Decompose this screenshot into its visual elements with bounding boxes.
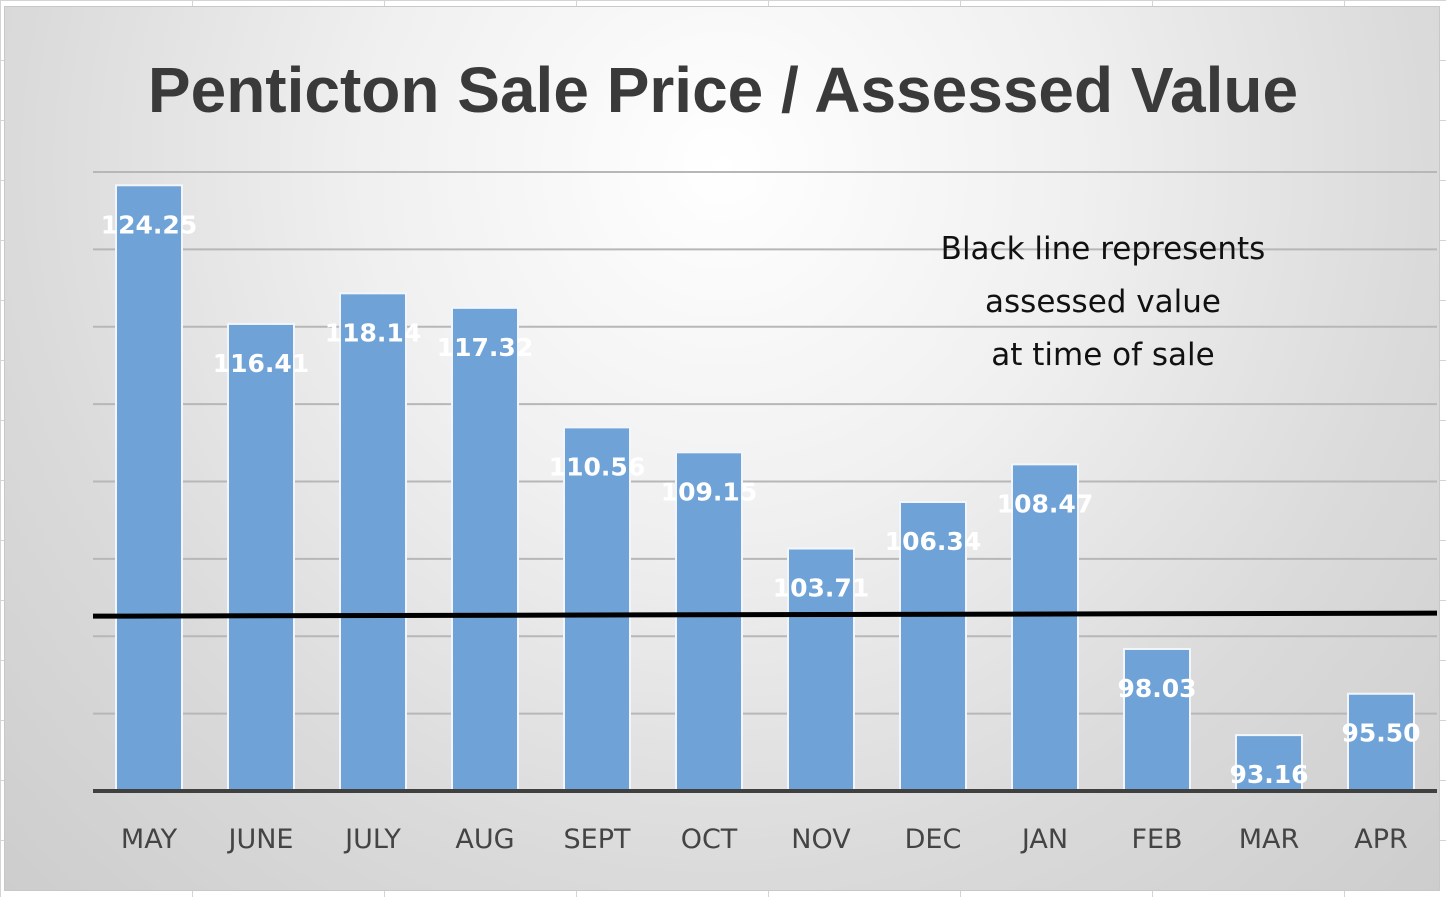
annotation-line: Black line represents xyxy=(941,231,1266,267)
bar-chart: 124.25 116.41 118.14 117.32 110.56 109.15 103.… xyxy=(92,54,1438,855)
annotation-line: assessed value xyxy=(985,284,1221,320)
bar-june[interactable] xyxy=(227,322,295,792)
data-label: 124.25 xyxy=(101,210,197,239)
bar-may[interactable] xyxy=(115,184,183,792)
bar-sept[interactable] xyxy=(563,426,631,792)
bar-oct[interactable] xyxy=(675,451,743,792)
bar-jan[interactable] xyxy=(1011,463,1079,792)
bar-apr[interactable] xyxy=(1347,692,1415,793)
bar-feb[interactable] xyxy=(1123,647,1191,792)
x-tick-label: JUNE xyxy=(227,824,294,855)
bar-dec[interactable] xyxy=(899,501,967,792)
data-label: 110.56 xyxy=(549,452,645,481)
chart-area[interactable]: 124.25 116.41 118.14 117.32 110.56 109.15 103.… xyxy=(4,6,1440,891)
data-labels: 124.25 116.41 118.14 117.32 110.56 109.15 103.… xyxy=(101,210,1421,789)
data-label: 117.32 xyxy=(437,333,533,362)
x-tick-label: AUG xyxy=(455,824,514,855)
data-label: 109.15 xyxy=(661,477,757,506)
data-label: 118.14 xyxy=(325,318,421,347)
x-tick-label: OCT xyxy=(681,824,738,855)
bar-july[interactable] xyxy=(339,292,407,792)
x-tick-label: DEC xyxy=(905,824,962,855)
gridlines xyxy=(93,171,1437,715)
data-label: 103.71 xyxy=(773,574,869,603)
annotation-line: at time of sale xyxy=(991,337,1214,373)
x-tick-label: NOV xyxy=(791,824,851,855)
x-tick-label: JAN xyxy=(1020,824,1068,855)
x-axis-ticks: MAY JUNE JULY AUG SEPT OCT NOV DEC JAN FEB MAR APR xyxy=(121,824,1408,855)
data-label: 108.47 xyxy=(997,489,1093,518)
bar-aug[interactable] xyxy=(451,306,519,792)
x-tick-label: MAY xyxy=(121,824,178,855)
x-tick-label: JULY xyxy=(343,824,401,855)
data-label: 95.50 xyxy=(1341,719,1420,748)
data-label: 98.03 xyxy=(1117,674,1196,703)
data-label: 106.34 xyxy=(885,527,981,556)
annotation-note: Black line represents assessed value at ti… xyxy=(941,231,1266,373)
x-tick-label: MAR xyxy=(1239,824,1300,855)
x-tick-label: APR xyxy=(1354,824,1408,855)
data-label: 93.16 xyxy=(1229,760,1308,789)
assessed-value-line xyxy=(92,610,1438,619)
chart-title: Penticton Sale Price / Assessed Value xyxy=(148,54,1298,126)
data-label: 116.41 xyxy=(213,349,309,378)
bar-nov[interactable] xyxy=(787,547,855,793)
bars xyxy=(115,184,1415,793)
x-tick-label: FEB xyxy=(1131,824,1182,855)
bar-mar[interactable] xyxy=(1235,734,1303,793)
x-tick-label: SEPT xyxy=(564,824,631,855)
